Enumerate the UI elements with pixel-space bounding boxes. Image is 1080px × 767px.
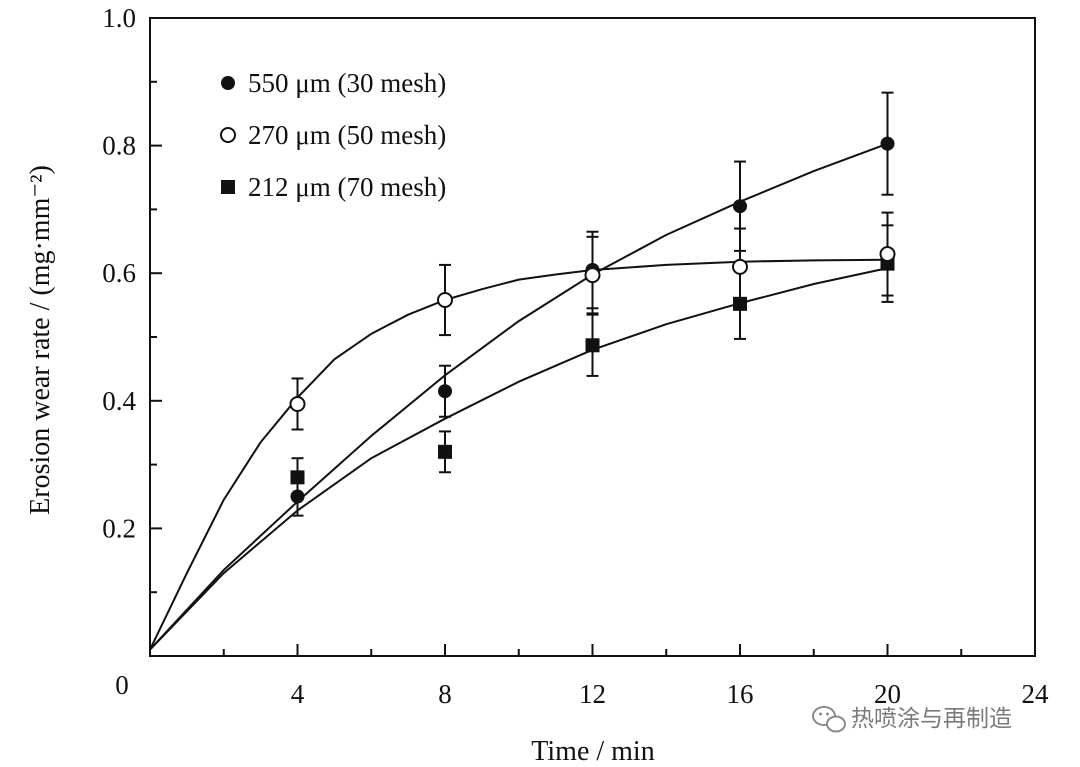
data-point-open-circle xyxy=(879,246,896,263)
legend-label: 212 μm (70 mesh) xyxy=(248,172,446,202)
data-point-filled-circle xyxy=(880,136,895,151)
data-point-square xyxy=(585,338,600,353)
data-point-square xyxy=(733,296,747,311)
data-point-square xyxy=(438,444,452,459)
data-point-filled-circle xyxy=(733,199,747,214)
y-tick-label: 0.2 xyxy=(102,513,136,543)
watermark-text: 热喷涂与再制造 xyxy=(851,706,1012,732)
data-point-square xyxy=(290,470,305,485)
wechat-icon xyxy=(812,706,846,733)
x-tick-label: 20 xyxy=(874,679,901,709)
fit-curves xyxy=(149,142,888,651)
data-point-open-circle xyxy=(732,258,748,275)
data-points xyxy=(289,136,896,504)
fit-curve-series-2 xyxy=(149,258,888,651)
x-tick-label: 0 xyxy=(115,670,129,700)
data-point-open-circle xyxy=(584,267,601,284)
y-tick-label: 1.0 xyxy=(102,3,136,33)
x-tick-label: 8 xyxy=(438,679,452,709)
y-tick-label: 0.6 xyxy=(102,258,136,288)
x-tick-label: 4 xyxy=(291,679,305,709)
data-point-filled-circle xyxy=(290,489,305,504)
y-tick-label: 0.8 xyxy=(102,131,136,161)
legend-item: 270 μm (50 mesh) xyxy=(220,120,446,150)
legend-item: 212 μm (70 mesh) xyxy=(221,172,446,202)
legend-label: 550 μm (30 mesh) xyxy=(248,68,446,98)
data-point-open-circle xyxy=(289,395,306,412)
watermark: 热喷涂与再制造 xyxy=(812,706,1012,733)
y-axis-ticks: 0.2 0.4 0.6 0.8 1.0 xyxy=(102,3,162,594)
data-point-square xyxy=(221,180,235,194)
legend-item: 550 μm (30 mesh) xyxy=(221,68,446,98)
fit-curve-series-1 xyxy=(149,142,888,651)
data-point-filled-circle xyxy=(438,384,452,399)
data-point-open-circle xyxy=(437,291,453,308)
data-point-filled-circle xyxy=(221,76,235,90)
x-axis-title: Time / min xyxy=(531,736,654,767)
legend: 550 μm (30 mesh) 270 μm (50 mesh) 212 μm (… xyxy=(220,68,446,202)
x-axis-ticks: 0 4 8 12 16 20 24 xyxy=(115,644,1049,709)
fit-curve-series-3 xyxy=(149,267,888,651)
y-axis-title: Erosion wear rate / (mg·mm⁻²) xyxy=(25,165,56,515)
x-tick-label: 12 xyxy=(579,679,606,709)
y-tick-label: 0.4 xyxy=(102,386,136,416)
data-point-open-circle xyxy=(220,127,236,143)
x-tick-label: 24 xyxy=(1022,679,1050,709)
legend-label: 270 μm (50 mesh) xyxy=(248,120,446,150)
x-tick-label: 16 xyxy=(727,679,754,709)
